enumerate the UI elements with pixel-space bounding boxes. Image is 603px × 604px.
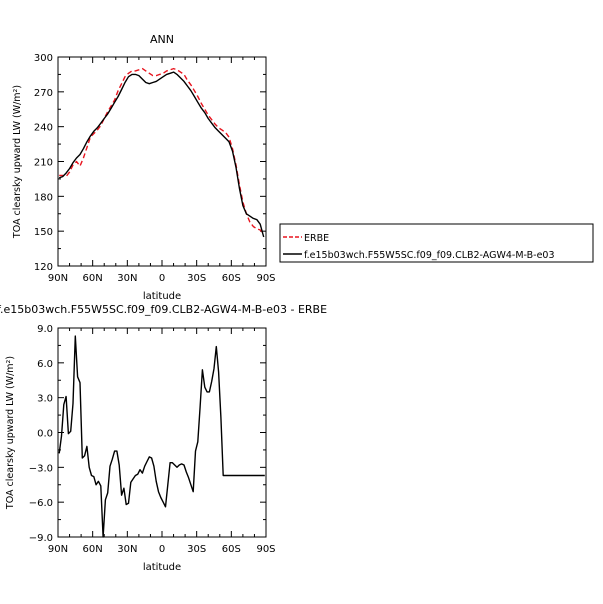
- x-tick-label: 60N: [83, 544, 103, 555]
- x-axis-label: latitude: [143, 291, 181, 302]
- x-tick-label: 90S: [256, 544, 275, 555]
- y-tick-label: 270: [34, 88, 53, 99]
- x-tick-label: 30N: [117, 273, 137, 284]
- series-line-1: [58, 71, 265, 238]
- panel-top: 90N 60N 30N 0 30S 60S 90S 120 150 180 210 240 270 300…: [12, 33, 276, 302]
- chart-title: f.e15b03wch.F55W5SC.f09_f09.CLB2-AGW4-M-…: [0, 303, 327, 316]
- y-tick-label: 180: [34, 192, 53, 203]
- y-tick-label: −6.0: [29, 498, 53, 509]
- legend-box: [279, 223, 594, 263]
- y-tick-label: 3.0: [37, 394, 53, 405]
- y-tick-label: −9.0: [29, 533, 53, 544]
- x-axis-label: latitude: [143, 562, 181, 573]
- x-tick-label: 60S: [222, 544, 241, 555]
- y-axis-label: TOA clearsky upward LW (W/m²): [12, 85, 23, 239]
- plot-frame: [57, 327, 267, 538]
- y-tick-label: 6.0: [37, 359, 53, 370]
- y-tick-label: 210: [34, 158, 53, 169]
- y-tick-label: 240: [34, 123, 53, 134]
- x-tick-label: 90N: [48, 544, 68, 555]
- legend: ERBE f.e15b03wch.F55W5SC.f09_f09.CLB2-AGW…: [279, 223, 594, 263]
- legend-entry: ERBE: [304, 233, 329, 244]
- legend-entry: f.e15b03wch.F55W5SC.f09_f09.CLB2-AGW4-M-…: [304, 250, 555, 261]
- x-tick-label: 90S: [256, 273, 275, 284]
- x-tick-label: 30S: [187, 544, 206, 555]
- series-line-0: [58, 335, 265, 538]
- series-line-0: [59, 67, 265, 234]
- y-tick-label: 0.0: [37, 429, 53, 440]
- chart-title: ANN: [150, 33, 174, 46]
- y-axis-label: TOA clearsky upward LW (W/m²): [5, 356, 16, 510]
- y-tick-label: 9.0: [37, 324, 53, 335]
- y-tick-label: 120: [34, 262, 53, 273]
- x-tick-label: 30N: [117, 544, 137, 555]
- x-tick-label: 0: [159, 273, 165, 284]
- x-tick-label: 90N: [48, 273, 68, 284]
- x-tick-label: 30S: [187, 273, 206, 284]
- x-tick-label: 60S: [222, 273, 241, 284]
- y-tick-label: 300: [34, 53, 53, 64]
- panel-bottom: 90N 60N 30N 0 30S 60S 90S −9.0 −6.0 −3.0 0.0 3.0 6.0…: [0, 303, 327, 573]
- x-tick-label: 60N: [83, 273, 103, 284]
- y-tick-label: −3.0: [29, 463, 53, 474]
- y-tick-label: 150: [34, 227, 53, 238]
- x-tick-label: 0: [159, 544, 165, 555]
